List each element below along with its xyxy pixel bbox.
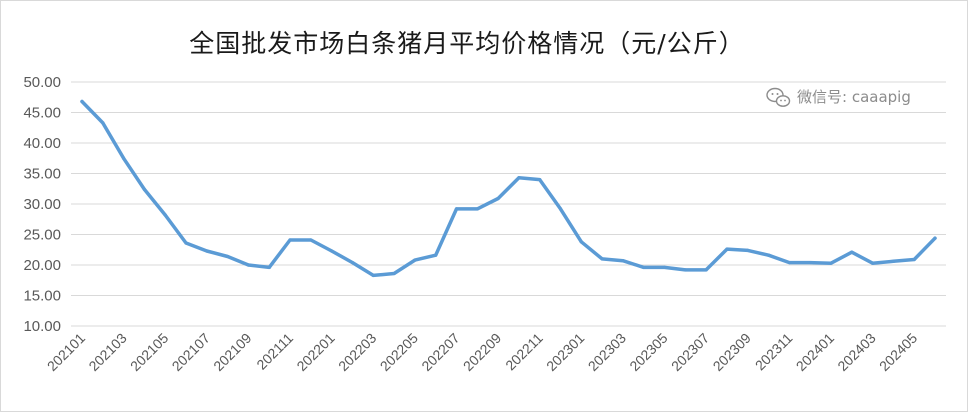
- data-point: [122, 156, 126, 160]
- data-point: [538, 178, 542, 182]
- data-point: [683, 268, 687, 272]
- y-tick-label: 40.00: [23, 135, 61, 152]
- data-point: [787, 260, 791, 265]
- data-point: [600, 257, 604, 261]
- data-point: [434, 253, 438, 257]
- data-point: [850, 250, 854, 254]
- x-tick-label: 202303: [585, 330, 629, 374]
- x-tick-label: 202305: [626, 330, 670, 374]
- x-tick-label: 202205: [377, 330, 421, 374]
- x-tick-label: 202203: [335, 330, 379, 374]
- data-point: [933, 236, 937, 240]
- data-point: [475, 207, 479, 211]
- x-tick-label: 202211: [502, 330, 546, 374]
- data-point: [392, 271, 396, 276]
- watermark-text: 微信号: caaapig: [797, 88, 911, 106]
- x-tick-label: 202405: [876, 330, 920, 374]
- series-line: [80, 99, 937, 278]
- data-point: [184, 241, 188, 245]
- data-point: [163, 213, 167, 217]
- data-point: [413, 258, 417, 262]
- y-tick-label: 20.00: [23, 257, 61, 274]
- data-point: [496, 196, 500, 201]
- data-point: [746, 248, 750, 252]
- x-tick-label: 202109: [210, 330, 254, 374]
- x-tick-label: 202403: [834, 330, 878, 374]
- data-point: [642, 265, 646, 270]
- data-point: [912, 257, 916, 262]
- data-point: [579, 240, 583, 244]
- y-tick-label: 45.00: [23, 105, 61, 122]
- x-tick-label: 202301: [543, 330, 587, 374]
- y-axis-tick-labels: 10.00 15.00 20.00 25.00 30.00 35.00 40.00 45.00…: [23, 74, 61, 335]
- data-point: [142, 187, 147, 191]
- x-tick-label: 202209: [460, 330, 504, 374]
- x-tick-label: 202105: [127, 330, 171, 374]
- y-tick-label: 25.00: [23, 227, 61, 244]
- data-point: [267, 265, 271, 270]
- data-point: [350, 260, 355, 265]
- y-tick-label: 30.00: [23, 196, 61, 213]
- data-point: [829, 261, 833, 265]
- data-point: [621, 259, 625, 263]
- grid-lines: [71, 81, 946, 327]
- y-tick-label: 15.00: [23, 288, 61, 305]
- y-tick-label: 35.00: [23, 166, 61, 183]
- data-point: [288, 238, 292, 242]
- wechat-icon: [766, 87, 791, 107]
- x-tick-label: 202307: [668, 330, 712, 374]
- x-tick-label: 202207: [418, 330, 462, 374]
- data-point: [870, 261, 875, 265]
- x-tick-label: 202201: [293, 330, 337, 374]
- y-tick-label: 50.00: [23, 74, 61, 91]
- data-point: [704, 268, 708, 272]
- x-tick-label: 202103: [85, 330, 129, 374]
- x-tick-label: 202111: [253, 330, 296, 373]
- data-point: [246, 263, 251, 267]
- data-point: [101, 121, 105, 125]
- data-point: [891, 259, 895, 263]
- data-point: [662, 265, 667, 270]
- data-point: [205, 249, 209, 253]
- x-tick-label: 202309: [710, 330, 754, 374]
- x-tick-label: 202107: [169, 330, 213, 374]
- x-tick-label: 202401: [793, 330, 837, 374]
- price-series: [80, 99, 937, 278]
- data-point: [517, 176, 521, 180]
- x-tick-label: 202311: [752, 330, 796, 374]
- x-axis-tick-labels: 2021012021032021052021072021092021112022…: [44, 330, 921, 374]
- data-point: [226, 254, 230, 259]
- data-point: [371, 273, 375, 277]
- data-point: [558, 207, 563, 211]
- chart-title: 全国批发市场白条猪月平均价格情况（元/公斤）: [189, 29, 744, 58]
- data-point: [330, 249, 334, 253]
- data-point: [309, 238, 313, 242]
- watermark: 微信号: caaapig: [766, 87, 911, 107]
- data-point: [808, 260, 812, 265]
- y-tick-label: 10.00: [23, 318, 61, 335]
- data-point: [766, 253, 771, 257]
- data-point: [725, 247, 729, 251]
- data-point: [454, 207, 459, 211]
- x-tick-label: 202101: [44, 330, 88, 374]
- data-point: [80, 99, 84, 104]
